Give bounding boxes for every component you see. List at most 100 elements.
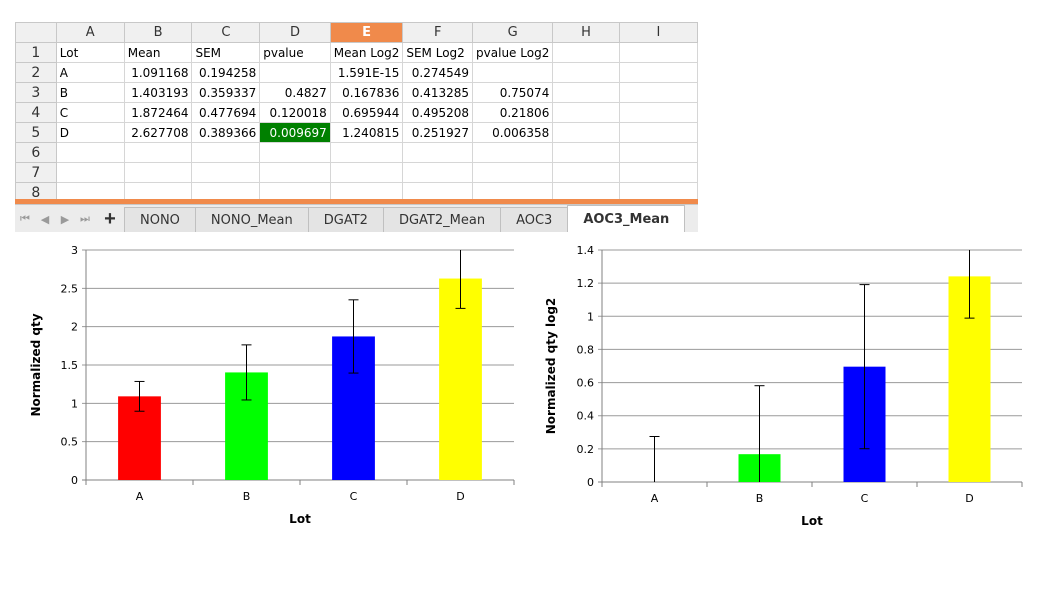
- y-tick-label: 2.5: [61, 282, 79, 295]
- cell-f4[interactable]: 0.495208: [402, 102, 474, 123]
- spreadsheet-grid[interactable]: A B C D E F G H I 1 Lot Mean SEM pvalue …: [15, 22, 698, 231]
- row-header[interactable]: 5: [15, 122, 57, 143]
- cell-d1[interactable]: pvalue: [259, 42, 331, 63]
- cell-e2[interactable]: 1.591E-15: [329, 62, 404, 83]
- cell-empty[interactable]: [123, 162, 193, 183]
- tab-aoc3[interactable]: AOC3: [500, 207, 569, 232]
- cell-empty[interactable]: [329, 162, 404, 183]
- tab-aoc3-mean[interactable]: AOC3_Mean: [567, 205, 686, 232]
- cell-d2[interactable]: [259, 62, 331, 83]
- cell-b5[interactable]: 2.627708: [123, 122, 193, 143]
- cell-e3[interactable]: 0.167836: [329, 82, 404, 103]
- cell-h2[interactable]: [552, 62, 620, 83]
- cell-i5[interactable]: [618, 122, 698, 143]
- tab-nono[interactable]: NONO: [124, 207, 196, 232]
- cell-e4[interactable]: 0.695944: [329, 102, 404, 123]
- log2-bar-chart[interactable]: 0 0.2 0.4 0.6 0.8 1 1.2 1.4 A B C D Lot Normalized qt…: [530, 235, 1050, 545]
- mean-bar-chart[interactable]: 0 0.5 1 1.5 2 2.5 3 A B C D Lot Normalized qty: [0, 235, 530, 545]
- cell-b3[interactable]: 1.403193: [123, 82, 193, 103]
- tab-nono-mean[interactable]: NONO_Mean: [194, 207, 309, 232]
- cell-f2[interactable]: 0.274549: [402, 62, 474, 83]
- row-header[interactable]: 1: [15, 42, 57, 63]
- cell-empty[interactable]: [259, 142, 331, 163]
- cell-c3[interactable]: 0.359337: [191, 82, 261, 103]
- y-tick-label: 1.2: [577, 277, 595, 290]
- cell-h3[interactable]: [552, 82, 620, 103]
- last-sheet-icon[interactable]: ⏭: [80, 212, 90, 225]
- cell-f1[interactable]: SEM Log2: [402, 42, 474, 63]
- cell-c2[interactable]: 0.194258: [191, 62, 261, 83]
- cell-g4[interactable]: 0.21806: [472, 102, 554, 123]
- cell-b4[interactable]: 1.872464: [123, 102, 193, 123]
- cell-table[interactable]: A B C D E F G H I 1 Lot Mean SEM pvalue …: [15, 22, 698, 203]
- cell-f3[interactable]: 0.413285: [402, 82, 474, 103]
- cell-h1[interactable]: [552, 42, 620, 63]
- cell-empty[interactable]: [552, 162, 620, 183]
- cell-i3[interactable]: [618, 82, 698, 103]
- cell-empty[interactable]: [402, 142, 474, 163]
- cell-c5[interactable]: 0.389366: [191, 122, 261, 143]
- cell-e1[interactable]: Mean Log2: [329, 42, 404, 63]
- cell-empty[interactable]: [402, 162, 474, 183]
- cell-empty[interactable]: [472, 162, 554, 183]
- next-sheet-icon[interactable]: ▶: [60, 213, 70, 226]
- cell-g5[interactable]: 0.006358: [472, 122, 554, 143]
- cell-i4[interactable]: [618, 102, 698, 123]
- row-header[interactable]: 4: [15, 102, 57, 123]
- cell-h5[interactable]: [552, 122, 620, 143]
- cell-empty[interactable]: [123, 142, 193, 163]
- cell-empty[interactable]: [191, 162, 261, 183]
- x-tick-label: C: [861, 492, 869, 505]
- cell-d3[interactable]: 0.4827: [259, 82, 331, 103]
- row-header[interactable]: 7: [15, 162, 57, 183]
- first-sheet-icon[interactable]: ⏮: [20, 212, 30, 225]
- row-header[interactable]: 2: [15, 62, 57, 83]
- cell-c4[interactable]: 0.477694: [191, 102, 261, 123]
- cell-empty[interactable]: [472, 142, 554, 163]
- select-all-corner[interactable]: [15, 22, 57, 43]
- row-header[interactable]: 3: [15, 82, 57, 103]
- cell-empty[interactable]: [55, 162, 125, 183]
- cell-empty[interactable]: [618, 142, 698, 163]
- tab-dgat2-mean[interactable]: DGAT2_Mean: [382, 207, 502, 232]
- cell-b1[interactable]: Mean: [123, 42, 193, 63]
- tab-dgat2[interactable]: DGAT2: [307, 207, 384, 232]
- column-header-d[interactable]: D: [259, 22, 331, 43]
- add-sheet-plus-icon[interactable]: +: [104, 207, 116, 230]
- cell-a4[interactable]: C: [55, 102, 125, 123]
- row-header[interactable]: 6: [15, 142, 57, 163]
- cell-g2[interactable]: [472, 62, 554, 83]
- column-header-g[interactable]: G: [472, 22, 554, 43]
- column-header-i[interactable]: I: [618, 22, 698, 43]
- cell-i1[interactable]: [618, 42, 698, 63]
- cell-empty[interactable]: [552, 142, 620, 163]
- cell-a5[interactable]: D: [55, 122, 125, 143]
- cell-i2[interactable]: [618, 62, 698, 83]
- column-header-b[interactable]: B: [123, 22, 193, 43]
- cell-g3[interactable]: 0.75074: [472, 82, 554, 103]
- y-tick-label: 0.8: [577, 343, 595, 356]
- cell-empty[interactable]: [329, 142, 404, 163]
- cell-d4[interactable]: 0.120018: [259, 102, 331, 123]
- prev-sheet-icon[interactable]: ◀: [40, 213, 50, 226]
- column-header-a[interactable]: A: [55, 22, 125, 43]
- cell-d5-highlighted[interactable]: 0.009697: [259, 122, 331, 143]
- column-header-e[interactable]: E: [329, 22, 404, 43]
- cell-empty[interactable]: [618, 162, 698, 183]
- cell-f5[interactable]: 0.251927: [402, 122, 474, 143]
- y-tick-label: 0: [587, 476, 594, 489]
- cell-c1[interactable]: SEM: [191, 42, 261, 63]
- cell-b2[interactable]: 1.091168: [123, 62, 193, 83]
- cell-empty[interactable]: [55, 142, 125, 163]
- cell-a3[interactable]: B: [55, 82, 125, 103]
- cell-a2[interactable]: A: [55, 62, 125, 83]
- cell-h4[interactable]: [552, 102, 620, 123]
- cell-a1[interactable]: Lot: [55, 42, 125, 63]
- column-header-c[interactable]: C: [191, 22, 261, 43]
- cell-empty[interactable]: [259, 162, 331, 183]
- cell-e5[interactable]: 1.240815: [329, 122, 404, 143]
- column-header-h[interactable]: H: [552, 22, 620, 43]
- cell-g1[interactable]: pvalue Log2: [472, 42, 554, 63]
- cell-empty[interactable]: [191, 142, 261, 163]
- column-header-f[interactable]: F: [402, 22, 474, 43]
